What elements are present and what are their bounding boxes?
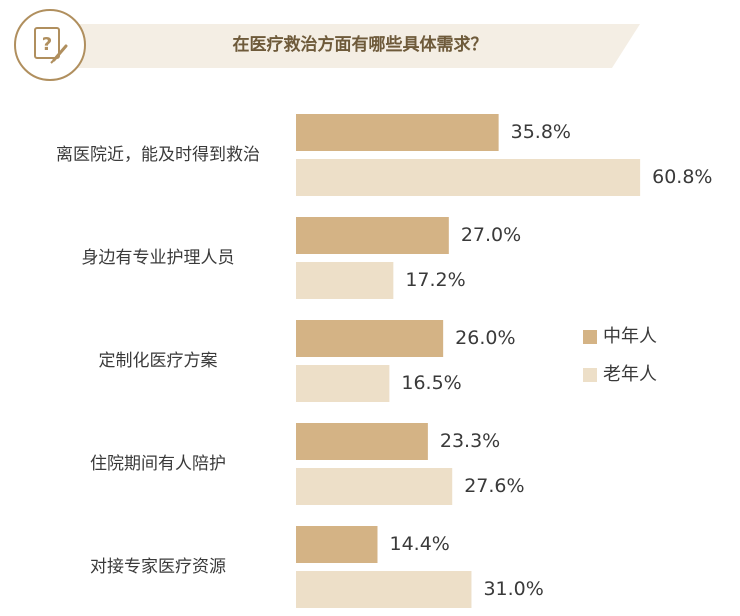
category-label: 定制化医疗方案	[99, 351, 218, 371]
data-label: 17.2%	[405, 269, 465, 291]
legend-swatch	[583, 368, 597, 382]
bars-group: 离医院近，能及时得到救治 35.8% 60.8% 身边有专业护理人员 27.0% 17.2…	[56, 114, 712, 608]
title-banner	[60, 24, 640, 68]
bar-middle-aged	[296, 217, 449, 254]
legend-label: 老年人	[603, 364, 657, 385]
category-label: 身边有专业护理人员	[82, 248, 235, 268]
bar-middle-aged	[296, 320, 444, 357]
bar-middle-aged	[296, 526, 378, 563]
data-label: 26.0%	[455, 327, 515, 349]
question-pencil-icon: ?	[14, 9, 86, 81]
bar-elderly	[296, 262, 394, 299]
data-label: 27.0%	[461, 224, 521, 246]
bar-middle-aged	[296, 114, 499, 151]
chart-title: 在医疗救治方面有哪些具体需求？	[232, 35, 488, 55]
data-label: 31.0%	[483, 578, 543, 600]
data-label: 14.4%	[390, 533, 450, 555]
data-label: 27.6%	[464, 475, 524, 497]
legend-label: 中年人	[603, 326, 657, 347]
header-graphics: ?	[14, 9, 640, 81]
bar-middle-aged	[296, 423, 428, 460]
bar-elderly	[296, 571, 472, 608]
bar-elderly	[296, 468, 453, 505]
header: ? 在医疗救治方面有哪些具体需求？	[0, 0, 740, 100]
category-label: 住院期间有人陪护	[90, 454, 226, 474]
category-label: 离医院近，能及时得到救治	[56, 145, 260, 165]
data-label: 60.8%	[652, 166, 712, 188]
bar-elderly	[296, 365, 390, 402]
category-label: 对接专家医疗资源	[90, 557, 226, 577]
data-label: 35.8%	[511, 121, 571, 143]
data-label: 23.3%	[440, 430, 500, 452]
bar-elderly	[296, 159, 641, 196]
legend-swatch	[583, 330, 597, 344]
svg-text:?: ?	[42, 34, 52, 55]
data-label: 16.5%	[401, 372, 461, 394]
